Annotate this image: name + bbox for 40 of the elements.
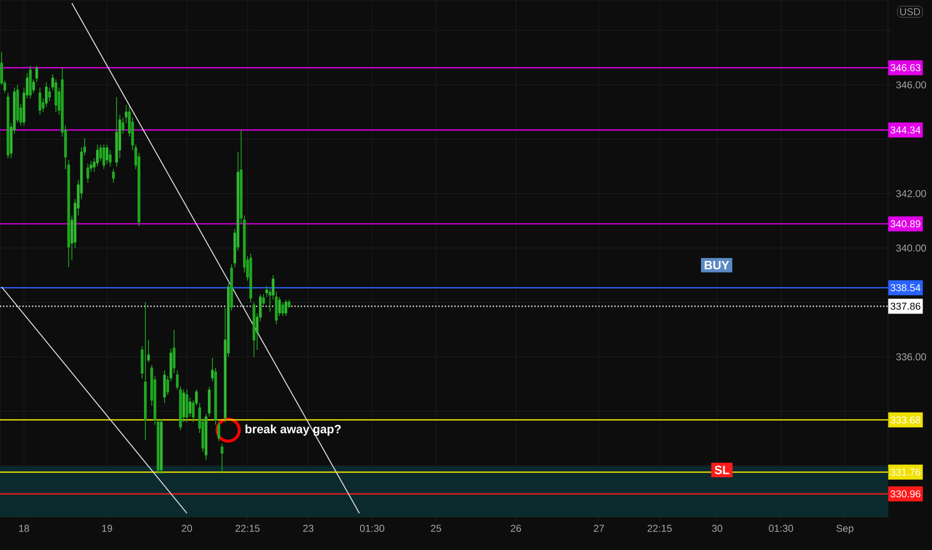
x-tick-label: Sep (836, 524, 854, 534)
text: USD (900, 8, 920, 16)
x-tick-label: 01:30 (768, 524, 794, 532)
candlestick (115, 96, 118, 167)
y-tick-label: 340.00 (896, 244, 926, 252)
annotation: SL (714, 466, 730, 474)
candlestick (220, 443, 224, 473)
y-tick-label: 336.00 (896, 353, 926, 360)
candlestick (144, 302, 147, 440)
y-tick-label: 342.00 (896, 190, 926, 198)
annotation: BUY (704, 261, 730, 270)
x-tick-label: 22:15 (236, 524, 260, 532)
candlestick (38, 87, 42, 116)
candlestick (204, 414, 208, 461)
x-tick-label: 25 (430, 524, 442, 532)
ref-line-label: 333.68 (890, 416, 920, 424)
x-tick-label: 26 (510, 524, 522, 532)
x-tick-label: 23 (303, 524, 314, 532)
ref-line-label: 346.63 (890, 64, 920, 72)
candlestick (284, 299, 288, 316)
ref-line-label: 340.89 (890, 220, 920, 228)
candlestick (112, 168, 115, 184)
x-tick-label: 22:15 (648, 524, 672, 532)
ref-line-label: 337.86 (890, 302, 920, 310)
x-tick-label: 20 (182, 524, 192, 532)
candlestick (6, 92, 10, 159)
x-tick-label: 27 (594, 524, 604, 532)
x-tick-label: 01:30 (360, 524, 384, 532)
candlestick (252, 302, 256, 358)
x-tick-label: 19 (102, 524, 112, 532)
candlestick (186, 389, 188, 422)
ref-line-label: 344.34 (890, 126, 920, 134)
annotation: break away gap? (246, 424, 341, 436)
x-tick-label: 18 (19, 524, 30, 532)
candlestick (163, 370, 166, 404)
x-tick-label: 30 (712, 524, 722, 532)
y-tick-label: 346.00 (896, 81, 926, 88)
ref-line-label: 338.54 (890, 284, 920, 292)
ref-line-label: 330.96 (890, 490, 920, 498)
ref-line-label: 331.76 (890, 468, 920, 476)
